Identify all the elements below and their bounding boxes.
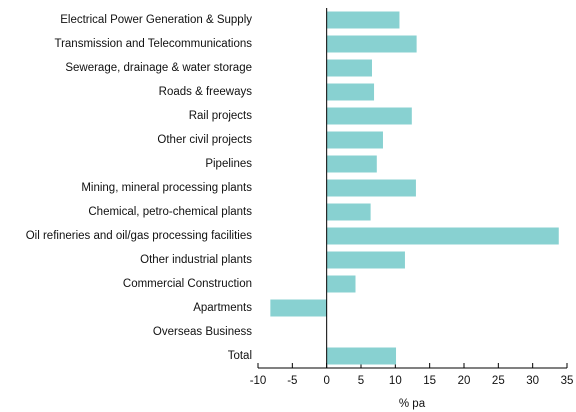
bar xyxy=(326,179,416,197)
y-tick-label: Transmission and Telecommunications xyxy=(54,38,252,50)
x-tick-label: 10 xyxy=(389,375,402,387)
bar xyxy=(326,347,397,365)
y-tick-label: Commercial Construction xyxy=(123,278,252,290)
x-axis-label: % pa xyxy=(399,398,426,410)
bar xyxy=(326,59,372,77)
x-tick-label: -10 xyxy=(250,375,267,387)
x-tick-label: -5 xyxy=(287,375,297,387)
x-tick-label: 25 xyxy=(492,375,505,387)
x-tick-label: 30 xyxy=(526,375,539,387)
x-tick-label: 0 xyxy=(323,375,329,387)
bar xyxy=(270,299,327,317)
bar xyxy=(326,83,375,101)
y-tick-label: Overseas Business xyxy=(153,326,252,338)
bar xyxy=(326,155,377,173)
y-tick-label: Pipelines xyxy=(205,158,252,170)
y-tick-label: Total xyxy=(228,350,252,362)
x-tick-label: 15 xyxy=(423,375,436,387)
bar xyxy=(326,131,383,149)
y-tick-label: Sewerage, drainage & water storage xyxy=(65,62,252,74)
y-tick-label: Roads & freeways xyxy=(159,86,253,98)
y-tick-label: Chemical, petro-chemical plants xyxy=(88,206,252,218)
bar xyxy=(326,35,417,53)
y-tick-label: Electrical Power Generation & Supply xyxy=(60,14,252,26)
x-tick-label: 35 xyxy=(561,375,574,387)
y-tick-label: Oil refineries and oil/gas processing fa… xyxy=(26,230,253,242)
bar xyxy=(326,227,559,245)
x-tick-label: 5 xyxy=(358,375,364,387)
bar xyxy=(326,203,371,221)
y-tick-label: Mining, mineral processing plants xyxy=(81,182,252,194)
x-tick-label: 20 xyxy=(458,375,471,387)
bar xyxy=(326,275,356,293)
bar xyxy=(326,107,412,125)
y-tick-label: Apartments xyxy=(193,302,252,314)
y-tick-label: Rail projects xyxy=(189,110,253,122)
y-tick-label: Other civil projects xyxy=(157,134,252,146)
bar xyxy=(326,251,405,269)
y-tick-label: Other industrial plants xyxy=(140,254,252,266)
bar xyxy=(326,11,400,29)
